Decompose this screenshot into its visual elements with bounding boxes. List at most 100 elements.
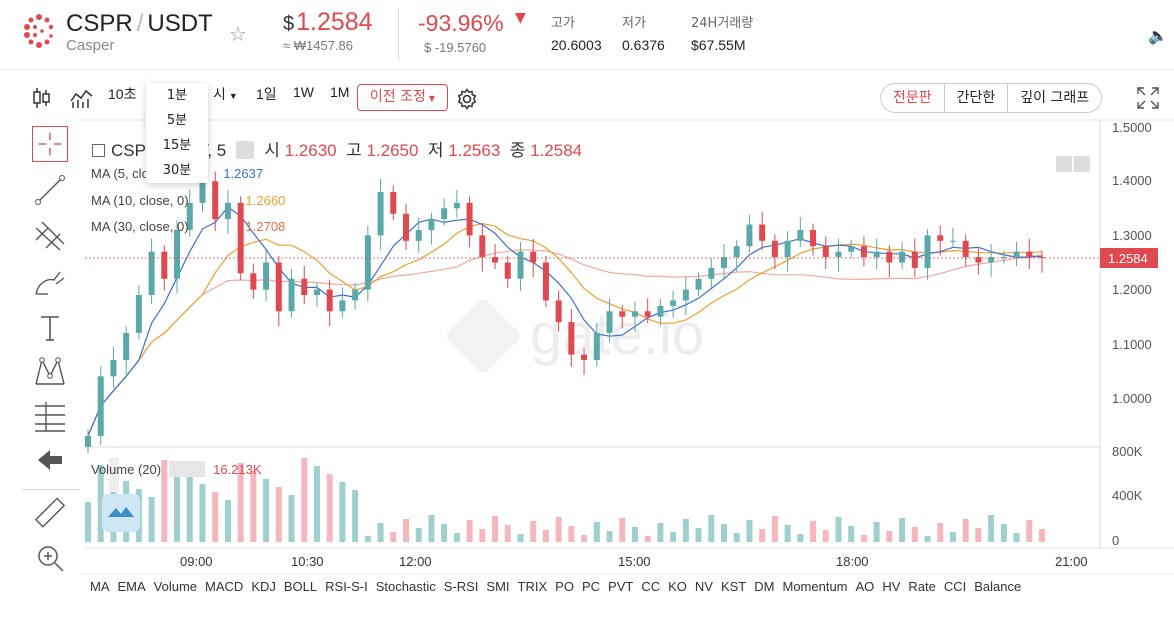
- interval-1d[interactable]: 1일: [256, 86, 277, 102]
- indicator-tab-ko[interactable]: KO: [668, 579, 687, 594]
- settings-gear-icon[interactable]: [456, 88, 478, 110]
- arrow-left-icon[interactable]: [32, 442, 68, 478]
- collapse-legend-icon[interactable]: [92, 144, 105, 157]
- candle-body: [631, 311, 638, 317]
- divider: [398, 8, 399, 60]
- collapse-handle[interactable]: [109, 458, 119, 492]
- ma5-line: [87, 206, 1043, 437]
- settings-gear-icon[interactable]: [236, 141, 255, 159]
- candle-body: [835, 251, 842, 258]
- candle-body: [161, 251, 168, 279]
- interval-1w[interactable]: 1W: [293, 84, 314, 100]
- volume-label: Volume (20): [91, 462, 162, 477]
- indicator-tab-s-rsi[interactable]: S-RSI: [443, 579, 479, 594]
- tab-pro[interactable]: 전문판: [881, 84, 945, 112]
- volume-bar: [695, 528, 702, 542]
- volume-bar: [441, 524, 448, 542]
- favorite-star-icon[interactable]: ☆: [229, 22, 247, 46]
- volume-bar: [288, 495, 295, 542]
- indicator-tab-po[interactable]: PO: [555, 579, 574, 594]
- indicator-tab-rate[interactable]: Rate: [908, 579, 936, 594]
- ma30-value: 1.2708: [245, 219, 286, 234]
- candle-body: [403, 213, 409, 241]
- indicator-tab-boll[interactable]: BOLL: [283, 579, 318, 594]
- indicator-tab-ma[interactable]: MA: [90, 579, 110, 594]
- candlestick-type-icon[interactable]: [32, 87, 52, 109]
- candle-body: [263, 262, 270, 290]
- volume-bar: [1013, 533, 1020, 542]
- interval-option[interactable]: 30분: [162, 163, 192, 178]
- tab-simple[interactable]: 간단한: [945, 84, 1009, 112]
- fibonacci-icon[interactable]: [32, 398, 68, 434]
- indicator-tab-kst[interactable]: KST: [720, 579, 747, 594]
- candle-body: [695, 278, 702, 290]
- interval-option[interactable]: 5분: [166, 113, 188, 128]
- tab-depth[interactable]: 깊이 그래프: [1020, 90, 1090, 106]
- fork-tools-icon[interactable]: [32, 218, 68, 254]
- candle-body: [949, 240, 956, 242]
- interval-hour-dropdown[interactable]: 시 ▼: [213, 84, 238, 104]
- trend-line-icon[interactable]: [32, 172, 68, 208]
- volume-bar: [339, 482, 346, 542]
- candle-body: [148, 251, 155, 296]
- ruler-icon[interactable]: [32, 496, 68, 532]
- speaker-icon[interactable]: 🔈: [1148, 26, 1168, 45]
- indicator-tab-ao[interactable]: AO: [855, 579, 875, 594]
- candle-body: [937, 235, 944, 241]
- fullscreen-icon[interactable]: [1136, 86, 1160, 110]
- brush-icon[interactable]: [32, 264, 68, 300]
- indicator-tab-cci[interactable]: CCI: [943, 579, 967, 594]
- price-adjust-label: 이전 조정: [369, 89, 426, 105]
- volume-bar: [670, 532, 677, 542]
- candle-body: [199, 181, 206, 203]
- crosshair-icon[interactable]: [32, 126, 68, 162]
- indicator-tab-balance[interactable]: Balance: [974, 579, 1022, 594]
- interval-option[interactable]: 1분: [166, 88, 188, 103]
- indicator-tab-nv[interactable]: NV: [694, 579, 713, 594]
- indicator-tab-dm[interactable]: DM: [754, 579, 775, 594]
- volume-bar: [835, 517, 842, 542]
- volume-tick: 0: [1112, 533, 1119, 548]
- volume-bar: [390, 532, 397, 542]
- indicator-tab-volume[interactable]: Volume: [153, 579, 198, 594]
- indicator-tab-momentum[interactable]: Momentum: [782, 579, 848, 594]
- candle-body: [224, 202, 231, 220]
- candle-body: [288, 278, 295, 312]
- indicator-tab-ema[interactable]: EMA: [117, 579, 146, 594]
- volume-settings-icons[interactable]: [169, 461, 206, 477]
- price-chart[interactable]: gate.io 1.5000 1.4000 1.3000 1.2000 1.10…: [0, 118, 1174, 619]
- candle-body: [911, 251, 918, 268]
- indicator-tab-pvt[interactable]: PVT: [608, 579, 634, 594]
- indicator-tab-hv[interactable]: HV: [882, 579, 901, 594]
- zoom-in-icon[interactable]: [32, 540, 68, 576]
- indicator-tab-pc[interactable]: PC: [581, 579, 601, 594]
- volume-bar: [682, 519, 689, 542]
- scale-lock-icon[interactable]: [1056, 156, 1090, 172]
- candle-body: [352, 289, 359, 301]
- change-absolute: $ -19.5760: [424, 40, 487, 55]
- indicator-tab-trix[interactable]: TRIX: [517, 579, 548, 594]
- indicator-tab-kdj[interactable]: KDJ: [251, 579, 276, 594]
- candle-body: [670, 300, 677, 306]
- indicator-icon[interactable]: [70, 87, 94, 109]
- indicator-tab-rsi-s-i[interactable]: RSI-S-I: [325, 579, 368, 594]
- indicator-tab-smi[interactable]: SMI: [486, 579, 510, 594]
- pattern-tool-icon[interactable]: [32, 354, 68, 390]
- indicator-tab-macd[interactable]: MACD: [205, 579, 244, 594]
- indicator-tab-cc[interactable]: CC: [641, 579, 661, 594]
- candle-body: [339, 300, 346, 312]
- interval-10s[interactable]: 10초: [108, 86, 137, 102]
- volume-bar: [313, 466, 320, 542]
- low-value: 1.2563: [448, 141, 501, 160]
- ma10-legend: MA (10, close, 0) 1.2660: [91, 193, 285, 208]
- interval-1m[interactable]: 1M: [330, 84, 350, 100]
- volume-bar: [428, 515, 435, 542]
- text-tool-icon[interactable]: [32, 310, 68, 346]
- volume-bar: [873, 522, 880, 542]
- time-tick: 21:00: [1055, 554, 1088, 569]
- interval-option[interactable]: 15분: [162, 138, 192, 153]
- candle-body: [810, 229, 817, 247]
- price-adjust-button[interactable]: 이전 조정 ▼: [357, 84, 448, 111]
- candle-body: [377, 192, 384, 236]
- indicator-tab-stochastic[interactable]: Stochastic: [375, 579, 436, 594]
